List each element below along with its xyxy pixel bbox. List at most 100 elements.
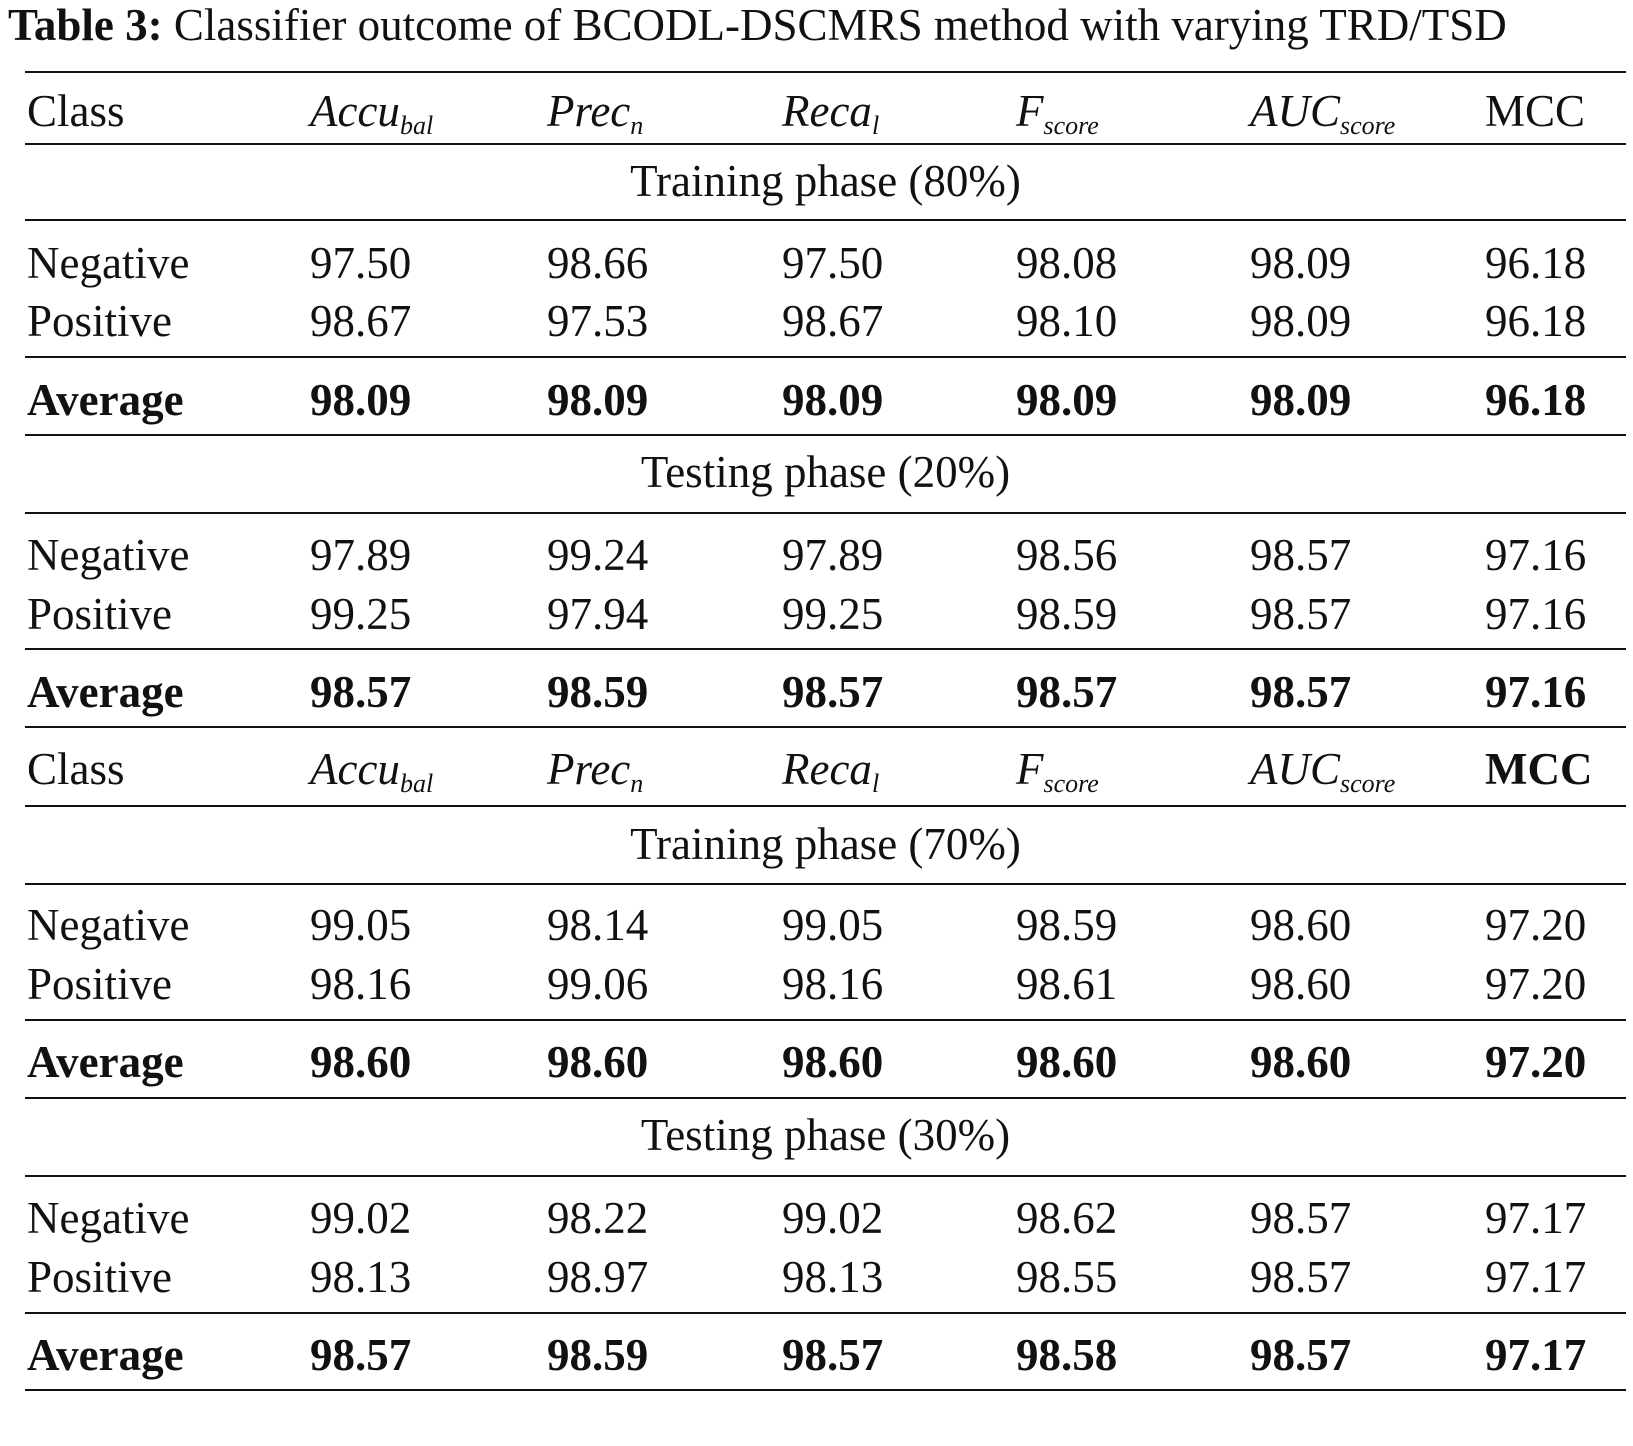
table-row: Negative 99.05 98.14 99.05 98.59 98.60 9… — [0, 894, 1633, 954]
table-caption: Table 3: Classifier outcome of BCODL-DSC… — [8, 0, 1633, 52]
cell-value: 97.94 — [547, 589, 649, 639]
cell-value: 97.20 — [1485, 959, 1587, 1009]
cell-value: 98.62 — [1016, 1193, 1118, 1243]
cell-value: 97.53 — [547, 296, 649, 346]
header-mcc: MCC — [1485, 86, 1586, 136]
cell-value: 98.57 — [782, 1330, 884, 1380]
cell-class: Positive — [27, 1252, 173, 1302]
cell-value: 97.20 — [1485, 900, 1587, 950]
table-rule — [25, 1097, 1626, 1099]
table-rule — [25, 143, 1626, 145]
table-row: Positive 98.67 97.53 98.67 98.10 98.09 9… — [0, 290, 1633, 350]
table-rule — [25, 726, 1626, 728]
table-row: Positive 98.16 99.06 98.16 98.61 98.60 9… — [0, 953, 1633, 1013]
cell-class: Negative — [27, 238, 190, 288]
header-class: Class — [27, 86, 125, 136]
cell-value: 97.50 — [310, 238, 412, 288]
cell-value: 99.24 — [547, 530, 649, 580]
phase-heading: Training phase (80%) — [630, 156, 1021, 206]
table-header-row: Class Accubal Precn Recal Fscore AUCscor… — [0, 738, 1633, 798]
table-rule — [25, 1019, 1626, 1021]
cell-value: 98.55 — [1016, 1252, 1118, 1302]
cell-value: 99.05 — [782, 900, 884, 950]
header-reca: Recal — [782, 86, 880, 140]
cell-value: 98.60 — [1250, 1037, 1352, 1087]
table-rule — [25, 1175, 1626, 1177]
cell-value: 98.57 — [1250, 1252, 1352, 1302]
cell-value: 98.09 — [1250, 296, 1352, 346]
cell-value: 97.50 — [782, 238, 884, 288]
cell-value: 98.10 — [1016, 296, 1118, 346]
header-accu: Accubal — [310, 744, 434, 798]
cell-value: 98.57 — [1250, 1193, 1352, 1243]
table-row: Positive 99.25 97.94 99.25 98.59 98.57 9… — [0, 583, 1633, 643]
cell-value: 98.59 — [547, 1330, 649, 1380]
cell-value: 98.57 — [1250, 1330, 1352, 1380]
cell-value: 99.02 — [782, 1193, 884, 1243]
cell-value: 97.20 — [1485, 1037, 1587, 1087]
cell-value: 99.06 — [547, 959, 649, 1009]
table-row: Negative 97.50 98.66 97.50 98.08 98.09 9… — [0, 232, 1633, 292]
cell-value: 98.09 — [1250, 238, 1352, 288]
table-caption-text: Classifier outcome of BCODL-DSCMRS metho… — [173, 0, 1507, 50]
cell-class: Average — [27, 1037, 184, 1087]
cell-value: 98.14 — [547, 900, 649, 950]
cell-value: 98.59 — [1016, 589, 1118, 639]
cell-value: 98.16 — [310, 959, 412, 1009]
cell-value: 98.57 — [1016, 667, 1118, 717]
table-row: Negative 99.02 98.22 99.02 98.62 98.57 9… — [0, 1187, 1633, 1247]
cell-value: 98.09 — [1250, 375, 1352, 425]
cell-value: 97.89 — [782, 530, 884, 580]
cell-value: 98.57 — [310, 667, 412, 717]
cell-value: 97.16 — [1485, 530, 1587, 580]
phase-heading: Training phase (70%) — [630, 819, 1021, 869]
table-rule — [25, 1389, 1626, 1391]
cell-value: 98.60 — [547, 1037, 649, 1087]
cell-value: 98.22 — [547, 1193, 649, 1243]
header-auc: AUCscore — [1250, 744, 1396, 798]
cell-value: 98.56 — [1016, 530, 1118, 580]
cell-value: 99.25 — [310, 589, 412, 639]
cell-value: 97.16 — [1485, 667, 1587, 717]
table-rule — [25, 648, 1626, 650]
table-rule — [25, 1312, 1626, 1314]
phase-heading: Testing phase (30%) — [640, 1110, 1011, 1160]
cell-value: 97.17 — [1485, 1330, 1587, 1380]
cell-class: Positive — [27, 959, 173, 1009]
table-rule — [25, 805, 1626, 807]
cell-value: 98.13 — [310, 1252, 412, 1302]
cell-value: 98.67 — [310, 296, 412, 346]
table-rule — [25, 71, 1626, 73]
cell-class: Average — [27, 667, 184, 717]
cell-value: 96.18 — [1485, 296, 1587, 346]
table-rule — [25, 883, 1626, 885]
cell-value: 99.05 — [310, 900, 412, 950]
cell-value: 98.60 — [782, 1037, 884, 1087]
cell-value: 98.66 — [547, 238, 649, 288]
cell-class: Positive — [27, 589, 173, 639]
header-mcc: MCC — [1485, 744, 1593, 794]
cell-value: 99.02 — [310, 1193, 412, 1243]
cell-value: 96.18 — [1485, 375, 1587, 425]
header-prec: Precn — [547, 86, 644, 140]
cell-value: 98.09 — [782, 375, 884, 425]
average-row: Average 98.09 98.09 98.09 98.09 98.09 96… — [0, 369, 1633, 429]
cell-value: 98.97 — [547, 1252, 649, 1302]
cell-value: 98.09 — [310, 375, 412, 425]
cell-value: 98.09 — [547, 375, 649, 425]
cell-value: 98.09 — [1016, 375, 1118, 425]
cell-value: 98.67 — [782, 296, 884, 346]
header-class: Class — [27, 744, 125, 794]
cell-value: 98.08 — [1016, 238, 1118, 288]
cell-value: 97.89 — [310, 530, 412, 580]
cell-value: 98.57 — [1250, 667, 1352, 717]
table-rule — [25, 356, 1626, 358]
table-rule — [25, 512, 1626, 514]
average-row: Average 98.60 98.60 98.60 98.60 98.60 97… — [0, 1031, 1633, 1091]
cell-value: 98.57 — [782, 667, 884, 717]
header-accu: Accubal — [310, 86, 434, 140]
cell-value: 97.17 — [1485, 1193, 1587, 1243]
cell-value: 98.57 — [1250, 530, 1352, 580]
header-fscore: Fscore — [1016, 86, 1099, 140]
table-row: Negative 97.89 99.24 97.89 98.56 98.57 9… — [0, 524, 1633, 584]
